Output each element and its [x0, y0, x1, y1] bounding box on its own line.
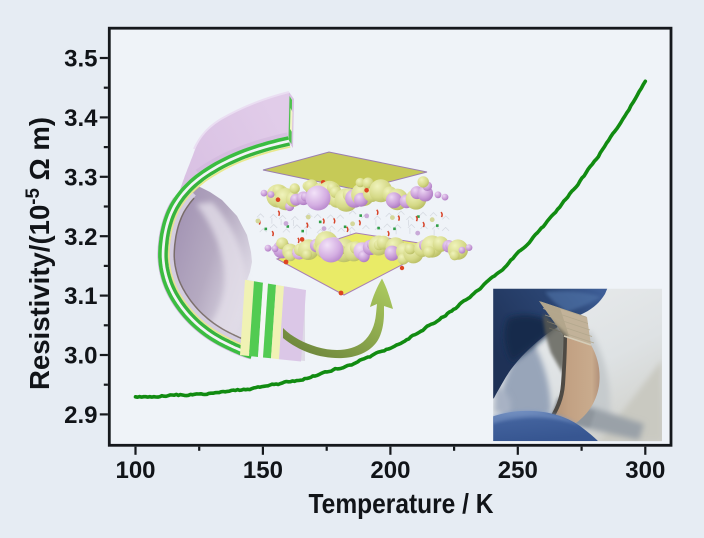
svg-text:200: 200 [370, 457, 410, 484]
svg-text:250: 250 [498, 457, 538, 484]
svg-text:300: 300 [625, 457, 665, 484]
svg-text:100: 100 [115, 457, 155, 484]
svg-text:Temperature / K: Temperature / K [309, 488, 494, 519]
svg-text:150: 150 [243, 457, 283, 484]
svg-text:3.4: 3.4 [64, 105, 98, 132]
svg-text:3.1: 3.1 [64, 283, 97, 310]
svg-text:3.5: 3.5 [64, 46, 97, 73]
svg-text:2.9: 2.9 [64, 402, 97, 429]
svg-text:3.2: 3.2 [64, 224, 97, 251]
svg-text:3.3: 3.3 [64, 164, 97, 191]
svg-text:3.0: 3.0 [64, 343, 97, 370]
svg-text:Resistivity/(10-5 Ω m): Resistivity/(10-5 Ω m) [23, 117, 55, 390]
